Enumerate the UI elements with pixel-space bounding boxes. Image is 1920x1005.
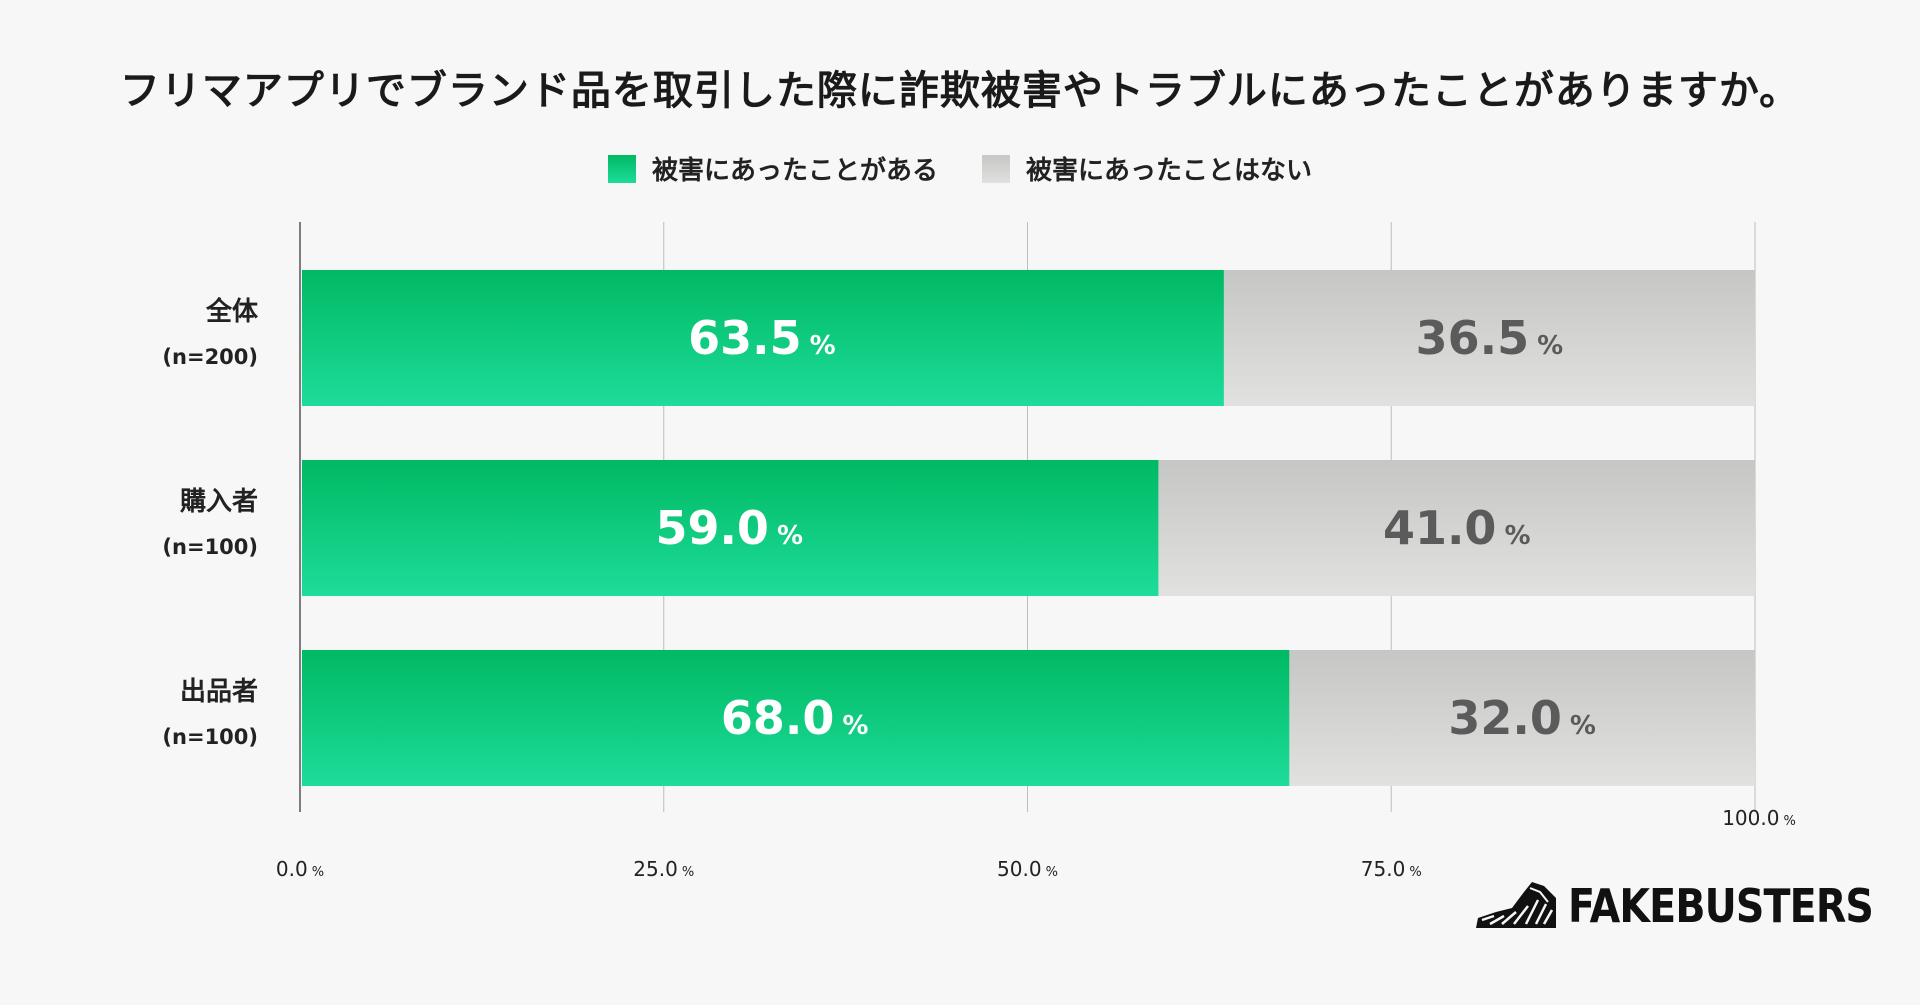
legend-swatch-damaged [607,154,636,183]
bar-value-label: 32.0% [1448,691,1596,745]
bar-value-label: 59.0% [655,501,803,555]
category-sample-size: (n=200) [162,345,258,369]
bar-segment [302,460,1159,596]
bar-segment [302,270,1224,406]
x-tick-label: 25.0% [633,857,694,881]
x-tick-label: 0.0% [276,857,324,881]
x-tick-label: 100.0% [1722,806,1796,830]
legend-label-not-damaged: 被害にあったことはない [1026,156,1313,186]
bar-value-label: 63.5% [688,311,836,365]
bar-value-label: 68.0% [721,691,869,745]
category-sample-size: (n=100) [162,535,258,559]
category-sample-size: (n=100) [162,725,258,749]
category-label: 購入者 [180,487,258,517]
category-label: 出品者 [180,677,258,707]
sneaker-icon [1476,882,1556,928]
bar-segment [302,650,1290,786]
legend-item-damaged: 被害にあったことがある [607,150,938,187]
bar-segment [1158,460,1755,596]
legend: 被害にあったことがある 被害にあったことはない [0,150,1920,187]
bar-segment [1289,650,1755,786]
bar-value-label: 36.5% [1416,311,1564,365]
brand-logo: FAKEBUSTERS [1474,878,1920,934]
x-tick-label: 75.0% [1361,857,1422,881]
legend-item-not-damaged: 被害にあったことはない [982,150,1312,187]
bar-value-label: 41.0% [1383,501,1531,555]
category-label: 全体 [205,296,259,327]
bar-segment [1223,270,1755,406]
brand-name: FAKEBUSTERS [1568,879,1874,933]
x-tick-label: 50.0% [997,857,1058,881]
chart-title: フリマアプリでブランド品を取引した際に詐欺被害やトラブルにあったことがありますか… [119,68,1801,114]
legend-swatch-not-damaged [982,154,1010,183]
legend-label-damaged: 被害にあったことがある [651,156,938,186]
